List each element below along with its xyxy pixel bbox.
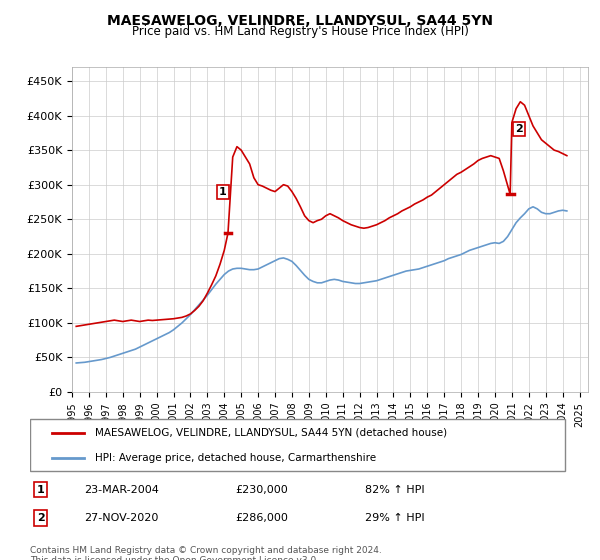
Text: Price paid vs. HM Land Registry's House Price Index (HPI): Price paid vs. HM Land Registry's House … (131, 25, 469, 38)
FancyBboxPatch shape (30, 419, 565, 471)
Text: 2: 2 (515, 124, 523, 134)
Text: 23-MAR-2004: 23-MAR-2004 (84, 484, 159, 494)
Text: 29% ↑ HPI: 29% ↑ HPI (365, 513, 424, 523)
Text: 1: 1 (219, 187, 227, 197)
Text: MAESAWELOG, VELINDRE, LLANDYSUL, SA44 5YN: MAESAWELOG, VELINDRE, LLANDYSUL, SA44 5Y… (107, 14, 493, 28)
Text: 82% ↑ HPI: 82% ↑ HPI (365, 484, 424, 494)
Text: HPI: Average price, detached house, Carmarthenshire: HPI: Average price, detached house, Carm… (95, 452, 376, 463)
Text: Contains HM Land Registry data © Crown copyright and database right 2024.
This d: Contains HM Land Registry data © Crown c… (30, 546, 382, 560)
Text: £230,000: £230,000 (235, 484, 288, 494)
Text: MAESAWELOG, VELINDRE, LLANDYSUL, SA44 5YN (detached house): MAESAWELOG, VELINDRE, LLANDYSUL, SA44 5Y… (95, 428, 447, 438)
Text: 1: 1 (37, 484, 44, 494)
Text: £286,000: £286,000 (235, 513, 288, 523)
Text: 27-NOV-2020: 27-NOV-2020 (84, 513, 158, 523)
Text: 2: 2 (37, 513, 44, 523)
